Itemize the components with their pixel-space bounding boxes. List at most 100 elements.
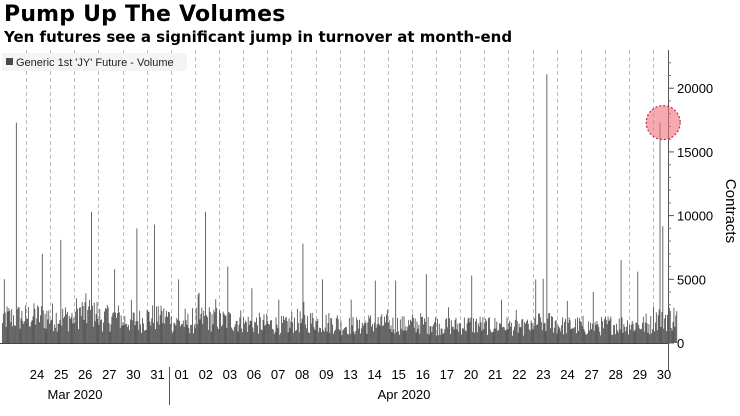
volume-bar: [199, 319, 201, 343]
volume-bar: [440, 328, 442, 343]
volume-bar: [659, 122, 661, 343]
volume-bar: [232, 331, 234, 343]
volume-bar: [100, 320, 102, 343]
volume-bar: [322, 329, 324, 343]
volume-bar: [499, 323, 500, 343]
volume-bar: [127, 327, 129, 343]
volume-bar: [74, 322, 76, 343]
volume-bar: [96, 301, 98, 343]
volume-bar: [134, 325, 136, 343]
volume-bar: [203, 310, 205, 343]
volume-bar: [563, 334, 564, 343]
volume-bar: [147, 311, 149, 343]
volume-bar: [206, 316, 208, 343]
volume-bar: [218, 328, 219, 343]
volume-bar: [479, 316, 481, 343]
volume-bar: [15, 122, 17, 343]
volume-bar: [214, 312, 216, 343]
volume-bar: [248, 325, 250, 343]
volume-bar: [446, 318, 448, 343]
volume-bar: [484, 322, 486, 343]
volume-bar: [138, 329, 140, 343]
volume-bar: [364, 320, 366, 343]
volume-bar: [452, 326, 454, 343]
volume-bar: [212, 324, 214, 343]
volume-bar: [419, 333, 421, 343]
volume-bar: [519, 327, 521, 343]
volume-bar: [223, 313, 225, 343]
volume-bar: [451, 326, 453, 343]
volume-bar: [110, 324, 112, 343]
volume-bar: [56, 331, 58, 343]
x-tick-label: 01: [174, 367, 188, 382]
volume-bar: [5, 326, 7, 343]
volume-bar: [416, 321, 418, 343]
volume-bar: [168, 312, 170, 343]
volume-bar: [367, 322, 369, 343]
volume-bar: [77, 308, 78, 343]
volume-bar: [628, 334, 629, 343]
volume-bar: [623, 324, 625, 343]
volume-bar: [220, 326, 222, 343]
volume-bar: [667, 315, 668, 343]
volume-bar: [159, 315, 161, 343]
volume-bar: [548, 313, 550, 343]
volume-bar: [45, 328, 47, 343]
volume-bar: [65, 307, 66, 343]
volume-bar: [371, 326, 372, 343]
volume-bar: [247, 316, 249, 343]
volume-bar: [372, 324, 373, 343]
volume-bar: [572, 327, 574, 343]
volume-bar: [415, 332, 417, 343]
volume-bar: [500, 323, 501, 343]
volume-bar: [660, 326, 662, 343]
volume-bar: [651, 333, 653, 343]
volume-bar: [78, 329, 79, 343]
volume-bar: [518, 323, 520, 343]
volume-bar: [297, 322, 299, 343]
volume-bar: [345, 327, 347, 343]
x-tick-label: 20: [464, 367, 478, 382]
volume-bar: [40, 306, 42, 343]
volume-bar: [79, 307, 81, 343]
volume-bar: [436, 335, 437, 343]
volume-bar: [17, 306, 19, 343]
volume-bar: [543, 323, 545, 343]
volume-bar: [8, 308, 10, 343]
volume-bar: [418, 324, 420, 343]
volume-bar: [431, 332, 433, 343]
volume-bar: [480, 322, 482, 343]
volume-bar: [478, 326, 480, 343]
x-tick-label: 02: [199, 367, 213, 382]
volume-bar: [344, 327, 346, 343]
volume-bar: [675, 315, 677, 343]
volume-bar: [13, 315, 14, 343]
volume-bar: [309, 313, 311, 343]
volume-bar: [591, 323, 593, 343]
volume-bar: [357, 320, 359, 343]
volume-bar: [290, 321, 292, 343]
volume-bar: [276, 324, 278, 343]
volume-bar: [204, 315, 206, 343]
volume-bar: [4, 312, 6, 343]
volume-bar: [133, 313, 135, 343]
volume-bar: [32, 316, 34, 343]
volume-bar: [629, 329, 631, 343]
volume-bar: [338, 329, 340, 343]
volume-bar: [516, 320, 518, 343]
volume-bar: [289, 327, 291, 343]
volume-bar: [18, 307, 20, 343]
volume-bar: [225, 315, 227, 343]
volume-bar: [453, 329, 455, 343]
volume-bar: [83, 319, 85, 343]
volume-bar: [534, 318, 536, 343]
volume-bar: [284, 317, 286, 343]
volume-bar: [599, 331, 601, 343]
volume-bar: [333, 333, 334, 343]
volume-bar: [443, 332, 445, 343]
volume-bar: [620, 260, 622, 343]
volume-bar: [278, 299, 280, 343]
volume-bar: [644, 322, 646, 343]
volume-bar: [53, 324, 55, 343]
volume-bar: [120, 315, 122, 343]
